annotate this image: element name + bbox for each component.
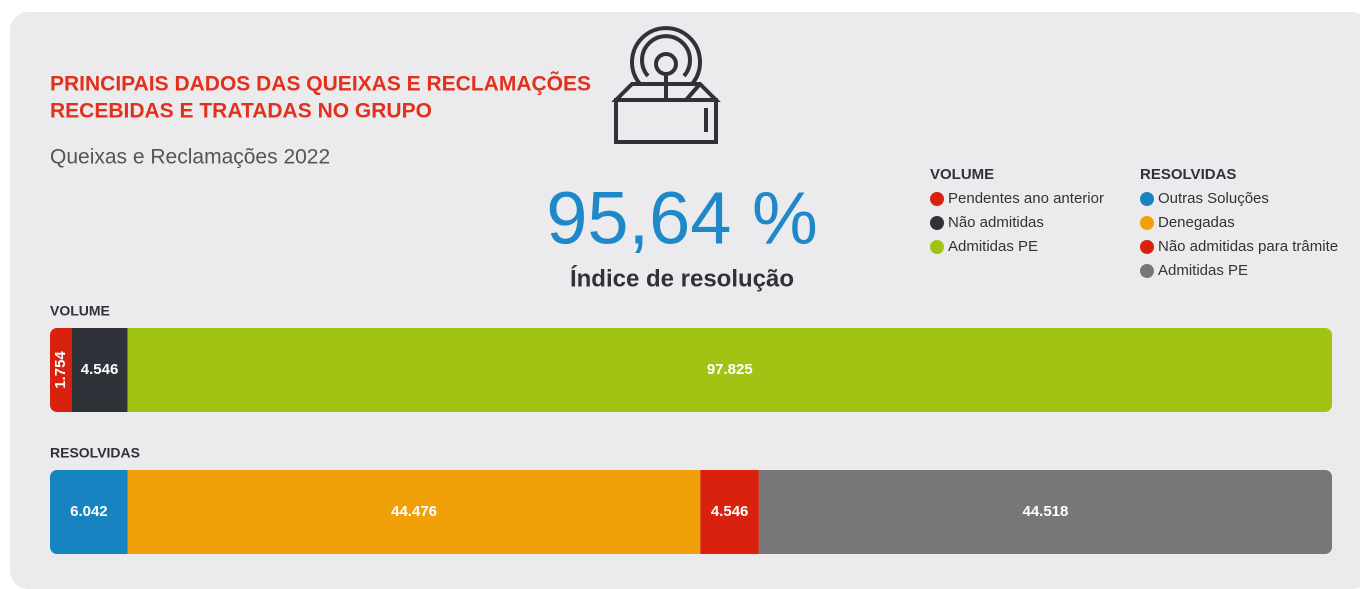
bar-segment bbox=[700, 470, 759, 554]
legend-label: Não admitidas bbox=[948, 214, 1044, 231]
legend-swatch bbox=[1140, 264, 1154, 278]
legend-swatch bbox=[1140, 216, 1154, 230]
icon bbox=[611, 26, 721, 144]
card bbox=[10, 12, 1360, 589]
value-label: 44.476 bbox=[391, 503, 437, 520]
subtitle: Queixas e Reclamações 2022 bbox=[50, 146, 330, 169]
value-label: 4.546 bbox=[711, 503, 749, 520]
bar-title: VOLUME bbox=[50, 303, 110, 319]
title-line: RECEBIDAS E TRATADAS NO GRUPO bbox=[50, 100, 432, 123]
bar-title: RESOLVIDAS bbox=[50, 445, 140, 461]
bar-group bbox=[50, 328, 1332, 412]
bar-segment bbox=[50, 470, 128, 554]
bar-segment bbox=[758, 470, 1332, 554]
legend-label: Denegadas bbox=[1158, 214, 1235, 231]
legend-label: Pendentes ano anterior bbox=[948, 190, 1104, 207]
value-label: 97.825 bbox=[707, 361, 753, 378]
highlight-label: Índice de resolução bbox=[570, 264, 794, 292]
bar-segment bbox=[127, 328, 1332, 412]
legend-title: RESOLVIDAS bbox=[1140, 166, 1236, 183]
highlight-value: 95,64 % bbox=[546, 177, 818, 260]
bar-segment bbox=[50, 328, 72, 412]
legend-swatch bbox=[1140, 240, 1154, 254]
legend-label: Admitidas PE bbox=[1158, 262, 1248, 279]
legend-label: Admitidas PE bbox=[948, 238, 1038, 255]
value-label: 6.042 bbox=[70, 503, 108, 520]
legend-label: Outras Soluções bbox=[1158, 190, 1269, 207]
legend-swatch bbox=[1140, 192, 1154, 206]
bar-segment bbox=[127, 470, 701, 554]
legend-swatch bbox=[930, 240, 944, 254]
title-line: PRINCIPAIS DADOS DAS QUEIXAS E RECLAMAÇÕ… bbox=[50, 72, 591, 96]
legend-title: VOLUME bbox=[930, 166, 994, 183]
value-label: 1.754 bbox=[52, 351, 69, 389]
legend-swatch bbox=[930, 192, 944, 206]
bar-segment bbox=[71, 328, 128, 412]
legend-swatch bbox=[930, 216, 944, 230]
bar-group bbox=[50, 470, 1332, 554]
value-label: 4.546 bbox=[81, 361, 119, 378]
value-label: 44.518 bbox=[1022, 503, 1068, 520]
legend-label: Não admitidas para trâmite bbox=[1158, 238, 1338, 255]
